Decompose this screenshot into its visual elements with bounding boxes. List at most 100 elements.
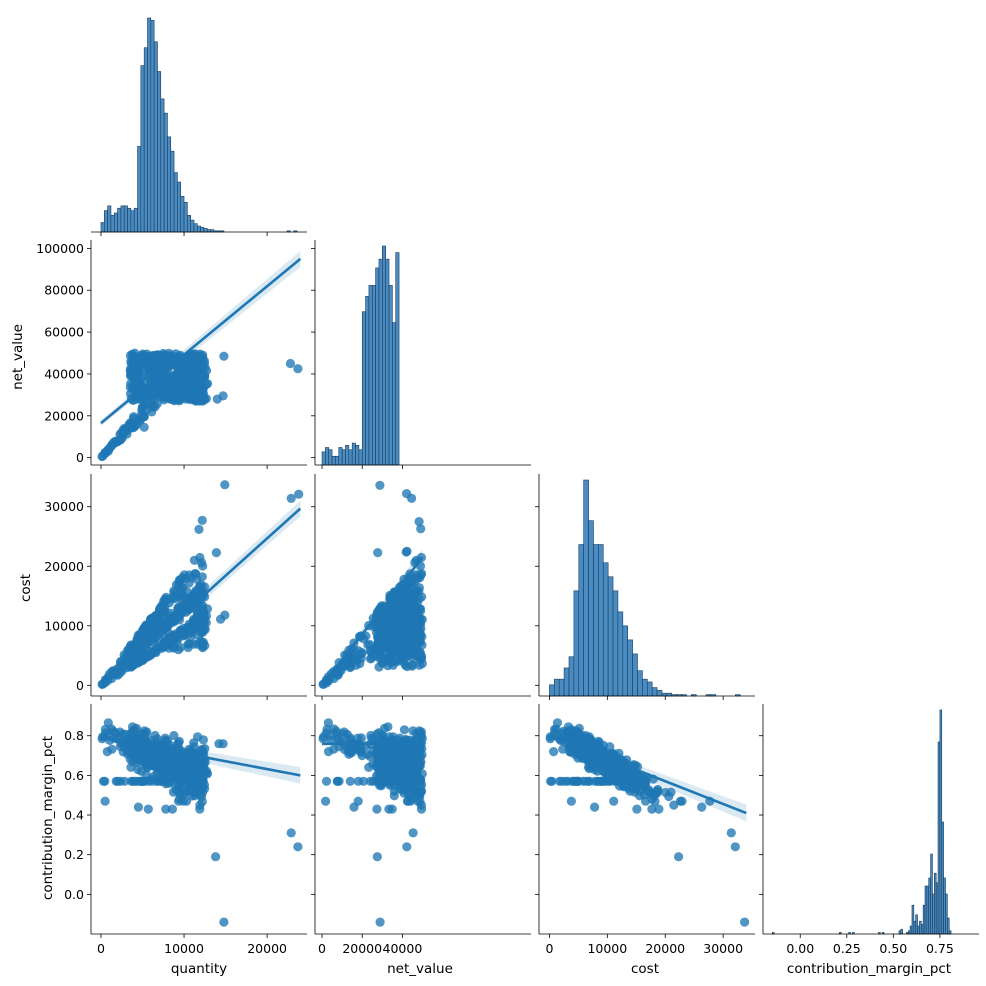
data-point [187, 628, 197, 638]
hist-bar [358, 449, 363, 466]
hist-bar [163, 112, 168, 233]
data-point [174, 736, 184, 746]
outlier-point [293, 364, 303, 374]
y-tick-label: 20000 [44, 408, 84, 423]
hist-bar [338, 447, 343, 466]
data-point [140, 776, 150, 786]
hist-bar [203, 228, 208, 233]
outlier-point [216, 614, 226, 624]
hist-bar [395, 252, 400, 466]
hist-bar [554, 678, 560, 697]
regression-line [100, 507, 302, 689]
outlier-point [374, 780, 385, 790]
hist-bar [392, 322, 397, 466]
data-point [570, 776, 580, 786]
y-label-contribution-margin-pct: contribution_margin_pct [40, 736, 56, 900]
outlier-point [416, 524, 426, 534]
data-point [174, 581, 184, 592]
panel-c-vs-q: 0 10000 20000 30000 [44, 474, 307, 700]
y-tick-label: 0.4 [64, 808, 84, 823]
outlier-point [372, 852, 382, 862]
outlier-point [211, 852, 221, 862]
hist-bar [133, 207, 138, 233]
hist-bar [173, 172, 178, 233]
outlier-point [100, 796, 110, 806]
y-tick-label: 30000 [44, 499, 84, 514]
data-point [187, 776, 197, 786]
data-point [163, 354, 174, 364]
hist-bar [375, 267, 380, 466]
data-point [391, 638, 401, 648]
outlier-point [730, 842, 740, 852]
pairplot-panels: 0200004000060000800001000000100002000030… [36, 17, 979, 956]
panel-c-vs-nv [311, 474, 531, 700]
hist-bar [388, 285, 393, 466]
data-point [551, 724, 561, 734]
hist-bar [117, 207, 122, 233]
outlier-point [632, 804, 642, 814]
data-point [108, 438, 118, 448]
data-point [402, 766, 412, 776]
data-point [198, 627, 208, 637]
x-tick-label: 0.25 [833, 941, 861, 956]
hist-bar [588, 520, 594, 697]
data-point [128, 358, 138, 368]
data-point [414, 726, 424, 736]
data-point [170, 594, 180, 604]
data-point [619, 780, 629, 790]
hist-bar [642, 678, 648, 697]
data-point [107, 744, 117, 754]
data-point [398, 630, 408, 640]
data-point [365, 776, 376, 786]
data-point [379, 650, 390, 660]
data-point [175, 780, 185, 790]
data-point [573, 729, 583, 739]
data-point [414, 604, 424, 614]
data-point [345, 733, 356, 743]
data-point [195, 552, 205, 563]
data-point [409, 787, 419, 797]
hist-bar [143, 47, 148, 233]
outlier-point [654, 804, 664, 814]
data-point [128, 747, 138, 757]
x-tick-label: 0.00 [786, 941, 814, 956]
hist-bar [656, 690, 663, 697]
data-point [389, 764, 399, 774]
outlier-point [133, 802, 143, 812]
data-point [200, 641, 210, 651]
x-tick-label: 10000 [587, 941, 627, 956]
outlier-point [219, 917, 229, 927]
y-label-net-value: net_value [10, 324, 26, 390]
hist-bar [365, 296, 370, 466]
hist-bar [371, 285, 376, 466]
data-point [414, 762, 424, 772]
x-tick-label: 0 [545, 941, 553, 956]
data-point [405, 581, 416, 592]
panel-nv-vs-q: 0 20000 40000 60000 80000 100000 [36, 240, 307, 469]
data-point [146, 393, 157, 403]
hist-bar [900, 928, 903, 935]
hist-bar [948, 930, 952, 935]
y-tick-label: 100000 [36, 241, 84, 256]
data-point [383, 771, 393, 781]
data-point [197, 379, 207, 389]
hist-bar [558, 678, 565, 697]
hist-bar [666, 692, 673, 697]
outlier-point [218, 739, 228, 749]
outlier-point [139, 422, 149, 432]
data-point [389, 786, 399, 796]
data-point [566, 747, 576, 757]
outlier-point [403, 796, 413, 806]
data-point [379, 723, 390, 734]
x-label-contribution-margin-pct: contribution_margin_pct [787, 961, 951, 977]
panel-cmp-vs-c: 0 10000 20000 30000 [535, 704, 755, 956]
data-point [346, 747, 356, 757]
hist-bar [341, 449, 346, 466]
hist-bar [107, 205, 112, 233]
hist-bar [150, 20, 155, 233]
outlier-point [402, 842, 412, 852]
data-point [358, 776, 369, 786]
hist-bar [637, 670, 643, 697]
outlier-point [566, 796, 577, 806]
